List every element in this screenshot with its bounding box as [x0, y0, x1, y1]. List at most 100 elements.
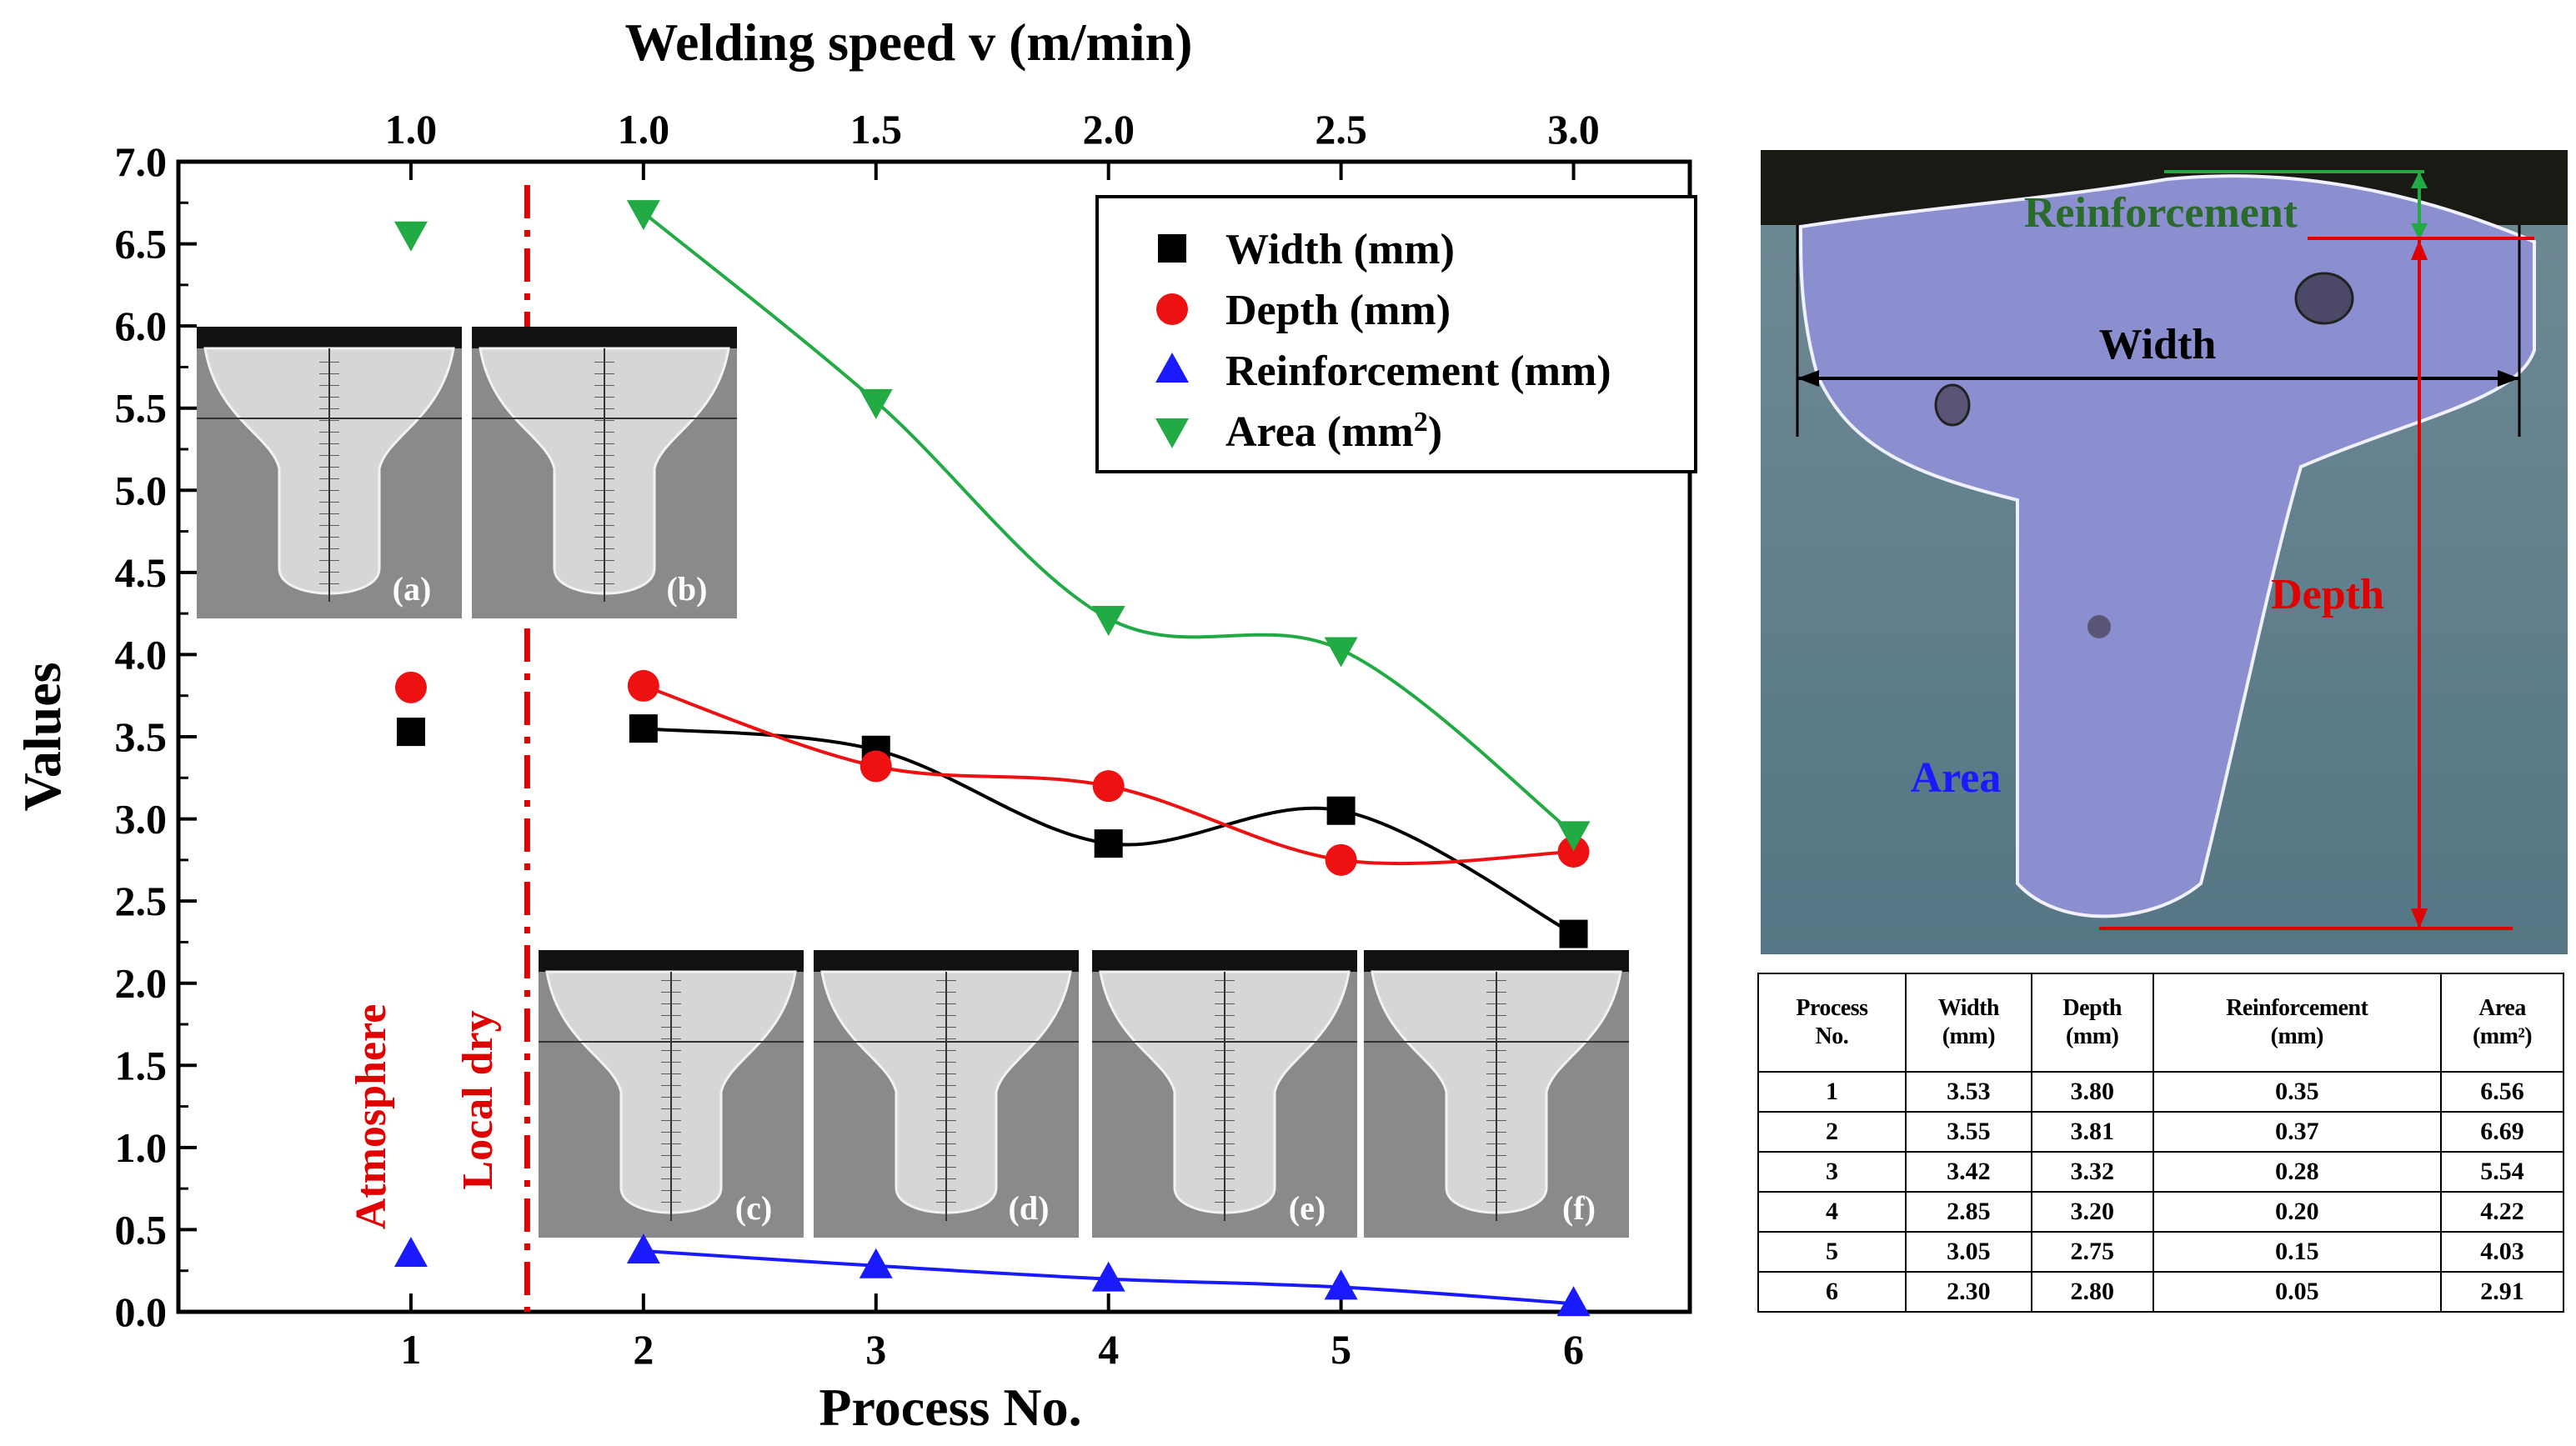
- y-tick-label: 5.0: [115, 467, 168, 513]
- micrograph-label: (f): [1562, 1189, 1596, 1227]
- data-point-0: [1094, 829, 1123, 858]
- scale-ticks: [661, 975, 681, 1213]
- top-x-tick-label: 2.0: [1082, 106, 1135, 153]
- legend-entry: Area (mm2): [1225, 407, 1442, 457]
- y-tick-label: 2.5: [115, 878, 168, 924]
- table-row: 1 3.53 3.80 0.35 6.56: [1757, 1071, 2564, 1113]
- data-point-2: [1091, 1261, 1125, 1292]
- table-header-reinforcement: Reinforcement (mm): [2152, 973, 2443, 1073]
- micrograph-top-edge: [1364, 950, 1629, 972]
- table-header-area: Area (mm²): [2440, 973, 2564, 1073]
- top-x-tick-label: 3.0: [1547, 106, 1600, 153]
- data-point-3: [393, 221, 428, 252]
- scale-ticks: [594, 352, 614, 593]
- legend-marker: [1158, 234, 1186, 263]
- x-tick-label: 2: [633, 1326, 654, 1373]
- data-point-1: [394, 671, 427, 703]
- y-axis-title: Values: [13, 662, 72, 811]
- micrograph-inset: (c): [539, 950, 804, 1238]
- table-row: 6 2.30 2.80 0.05 2.91: [1757, 1271, 2564, 1313]
- table-row: 2 3.55 3.81 0.37 6.69: [1757, 1111, 2564, 1153]
- y-tick-label: 1.0: [115, 1124, 168, 1171]
- table-header-process: Process No.: [1757, 973, 1907, 1073]
- legend-marker: [1155, 353, 1189, 383]
- x-tick-label: 3: [865, 1326, 886, 1373]
- x-tick-label: 4: [1098, 1326, 1119, 1373]
- data-point-0: [1559, 919, 1588, 948]
- legend-entry: Reinforcement (mm): [1225, 348, 1611, 395]
- top-x-tick-label: 1.0: [385, 106, 438, 153]
- y-tick-label: 6.0: [115, 303, 168, 349]
- local-dry-label: Local dry: [454, 1010, 502, 1189]
- table-header-width: Width (mm): [1904, 973, 2032, 1073]
- y-tick-label: 7.0: [115, 138, 168, 185]
- y-tick-label: 4.0: [115, 631, 168, 678]
- table-row: 4 2.85 3.20 0.20 4.22: [1757, 1191, 2564, 1233]
- legend-marker: [1155, 418, 1189, 448]
- data-point-3: [1556, 821, 1591, 852]
- data-point-3: [1091, 606, 1125, 637]
- y-tick-label: 0.5: [115, 1206, 168, 1253]
- micrograph-top-edge: [1092, 950, 1357, 972]
- top-x-tick-label: 2.5: [1315, 106, 1367, 153]
- legend-marker: [1156, 293, 1188, 325]
- data-point-1: [1092, 770, 1125, 803]
- micrograph-inset: (d): [814, 950, 1079, 1238]
- atmosphere-label: Atmosphere: [348, 1004, 395, 1230]
- micrograph-label: (b): [667, 570, 708, 608]
- data-point-2: [1556, 1286, 1591, 1317]
- y-tick-label: 1.5: [115, 1042, 168, 1088]
- data-point-2: [1324, 1269, 1358, 1300]
- legend-entry: Width (mm): [1225, 226, 1455, 273]
- micrograph-inset: (f): [1364, 950, 1629, 1238]
- x-tick-label: 1: [400, 1326, 421, 1373]
- y-tick-label: 3.5: [115, 713, 168, 760]
- micrograph-top-edge: [539, 950, 804, 972]
- scale-ticks: [936, 975, 956, 1213]
- area-label: Area: [1911, 754, 2002, 802]
- data-point-1: [1557, 836, 1590, 868]
- scale-ticks: [319, 352, 339, 593]
- top-axis-title: Welding speed v (m/min): [625, 13, 1193, 72]
- data-point-0: [396, 718, 425, 747]
- scale-ticks: [1215, 975, 1235, 1213]
- micrograph-top-edge: [814, 950, 1079, 972]
- micrograph-label: (c): [735, 1189, 772, 1227]
- data-point-2: [393, 1237, 428, 1267]
- data-point-0: [629, 714, 658, 743]
- legend-box: [1095, 195, 1697, 473]
- y-tick-label: 3.0: [115, 796, 168, 843]
- y-tick-label: 2.0: [115, 960, 168, 1007]
- x-tick-label: 5: [1331, 1326, 1351, 1373]
- y-tick-label: 6.5: [115, 221, 168, 268]
- table-header-depth: Depth (mm): [2030, 973, 2154, 1073]
- micrograph-top-edge: [472, 327, 737, 348]
- data-point-1: [860, 750, 892, 783]
- micrograph-label: (a): [393, 570, 432, 608]
- depth-label: Depth: [2271, 571, 2384, 618]
- top-x-tick-label: 1.0: [618, 106, 670, 153]
- y-tick-label: 0.0: [115, 1288, 168, 1335]
- width-label: Width: [2099, 321, 2217, 368]
- weld-geometry-table: Process No. Width (mm) Depth (mm) Reinforce…: [1757, 973, 2564, 1313]
- table-row: 5 3.05 2.75 0.15 4.03: [1757, 1231, 2564, 1273]
- micrograph-inset: (b): [472, 327, 737, 618]
- y-tick-label: 5.5: [115, 385, 168, 432]
- x-axis-title: Process No.: [819, 1378, 1081, 1437]
- top-x-tick-label: 1.5: [850, 106, 903, 153]
- micrograph-label: (e): [1289, 1189, 1326, 1227]
- data-point-3: [626, 200, 660, 231]
- data-point-1: [627, 669, 659, 702]
- micrograph-label: (d): [1009, 1189, 1050, 1227]
- table-row: 3 3.42 3.32 0.28 5.54: [1757, 1151, 2564, 1193]
- data-point-3: [1324, 637, 1358, 668]
- data-point-2: [626, 1233, 660, 1264]
- micrograph-top-edge: [197, 327, 462, 348]
- weld-cross-section-photo: Reinforcement Width Depth Area: [1761, 150, 2568, 954]
- micrograph-inset: (e): [1092, 950, 1357, 1238]
- scale-ticks: [1486, 975, 1506, 1213]
- data-point-1: [1325, 843, 1357, 876]
- data-point-3: [859, 388, 893, 419]
- reinforcement-label: Reinforcement: [2024, 189, 2298, 237]
- y-tick-label: 4.5: [115, 549, 168, 596]
